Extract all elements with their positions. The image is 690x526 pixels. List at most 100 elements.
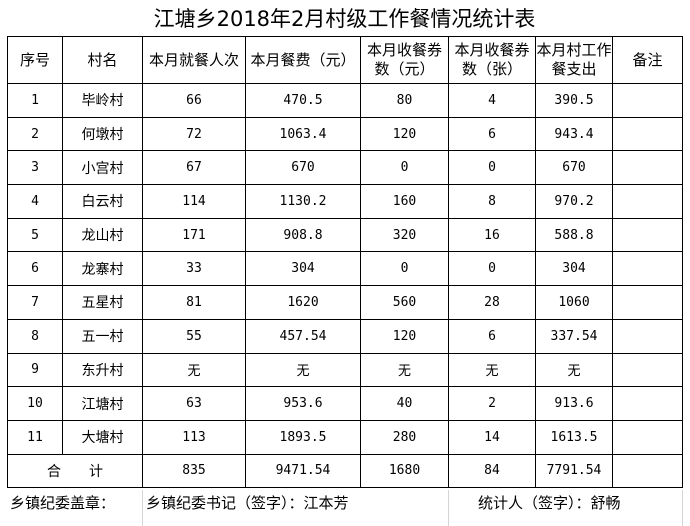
gridline	[448, 490, 449, 526]
table-cell: 320	[360, 217, 449, 253]
table-cell: 0	[448, 251, 536, 287]
table-cell	[612, 116, 683, 152]
table-cell: 114	[142, 184, 246, 219]
table-cell: 304	[535, 251, 613, 287]
table-cell: 4	[448, 83, 536, 118]
table-cell: 6	[7, 251, 63, 287]
table-cell: 970.2	[535, 184, 613, 219]
table-cell: 江塘村	[62, 386, 143, 421]
column-header: 备注	[612, 36, 683, 84]
total-row: 合 计 835 9471.54 1680 84 7791.54	[7, 453, 683, 489]
table-cell: 1893.5	[245, 419, 361, 455]
table-cell: 大塘村	[62, 419, 143, 455]
table-cell: 2	[7, 116, 63, 152]
total-cell: 835	[142, 453, 246, 489]
table-row: 2 何墩村 72 1063.4 120 6 943.4	[7, 116, 683, 152]
page-title: 江塘乡2018年2月村级工作餐情况统计表	[153, 7, 536, 31]
table-cell: 16	[448, 217, 536, 253]
table-cell	[612, 217, 683, 253]
table-cell: 14	[448, 419, 536, 455]
column-header: 村名	[62, 36, 143, 84]
table-cell: 无	[245, 352, 361, 388]
table-cell: 2	[448, 386, 536, 421]
column-header: 本月就餐人次	[142, 36, 246, 84]
table-row: 3 小宫村 67 670 0 0 670	[7, 150, 683, 186]
gridline	[682, 490, 683, 526]
table-cell: 1130.2	[245, 184, 361, 219]
column-header: 本月收餐券数（元）	[360, 36, 449, 84]
table-cell: 337.54	[535, 318, 613, 354]
gridline	[142, 490, 143, 526]
table-cell: 无	[142, 352, 246, 388]
column-header: 本月餐费（元）	[245, 36, 361, 84]
table-cell	[612, 184, 683, 219]
table-cell: 9	[7, 352, 63, 388]
seal-label: 乡镇纪委盖章：	[10, 494, 116, 512]
table-cell: 小宫村	[62, 150, 143, 186]
table-cell: 1620	[245, 285, 361, 320]
table-cell: 1613.5	[535, 419, 613, 455]
table-row: 7 五星村 81 1620 560 28 1060	[7, 285, 683, 320]
table-cell	[612, 318, 683, 354]
table-cell: 66	[142, 83, 246, 118]
total-label: 合 计	[7, 453, 143, 489]
stats-table: 序号 村名 本月就餐人次 本月餐费（元） 本月收餐券数（元） 本月收餐券数（张）…	[7, 36, 683, 489]
column-header: 序号	[7, 36, 63, 84]
table-cell: 无	[360, 352, 449, 388]
table-cell: 171	[142, 217, 246, 253]
table-cell: 五一村	[62, 318, 143, 354]
table-cell: 8	[448, 184, 536, 219]
table-cell	[612, 352, 683, 388]
table-cell	[612, 386, 683, 421]
table-cell: 五星村	[62, 285, 143, 320]
table-row: 1 毕岭村 66 470.5 80 4 390.5	[7, 83, 683, 118]
table-cell: 120	[360, 318, 449, 354]
table-cell: 913.6	[535, 386, 613, 421]
table-cell: 63	[142, 386, 246, 421]
table-cell: 0	[448, 150, 536, 186]
table-cell: 龙寨村	[62, 251, 143, 287]
total-cell: 9471.54	[245, 453, 361, 489]
table-cell: 10	[7, 386, 63, 421]
table-row: 6 龙寨村 33 304 0 0 304	[7, 251, 683, 287]
table-cell: 113	[142, 419, 246, 455]
table-cell: 白云村	[62, 184, 143, 219]
statistician-signature: 统计人（签字）：舒畅	[478, 494, 621, 512]
table-cell: 560	[360, 285, 449, 320]
table-cell: 80	[360, 83, 449, 118]
table-row: 11 大塘村 113 1893.5 280 14 1613.5	[7, 419, 683, 455]
table-cell: 5	[7, 217, 63, 253]
table-cell: 670	[245, 150, 361, 186]
total-cell	[612, 453, 683, 489]
header-row: 序号 村名 本月就餐人次 本月餐费（元） 本月收餐券数（元） 本月收餐券数（张）…	[7, 36, 683, 84]
table-cell: 81	[142, 285, 246, 320]
table-cell: 无	[535, 352, 613, 388]
table-cell: 无	[448, 352, 536, 388]
table-cell	[612, 251, 683, 287]
table-cell: 67	[142, 150, 246, 186]
table-cell	[612, 83, 683, 118]
table-cell: 6	[448, 116, 536, 152]
table-cell: 3	[7, 150, 63, 186]
table-cell: 953.6	[245, 386, 361, 421]
table-cell: 东升村	[62, 352, 143, 388]
column-header: 本月村工作餐支出	[535, 36, 613, 84]
table-row: 5 龙山村 171 908.8 320 16 588.8	[7, 217, 683, 253]
table-row: 8 五一村 55 457.54 120 6 337.54	[7, 318, 683, 354]
secretary-signature: 乡镇纪委书记（签字）：江本芳	[146, 494, 349, 512]
table-cell: 7	[7, 285, 63, 320]
table-cell	[612, 419, 683, 455]
table-cell: 40	[360, 386, 449, 421]
table-cell: 龙山村	[62, 217, 143, 253]
table-cell: 何墩村	[62, 116, 143, 152]
total-cell: 84	[448, 453, 536, 489]
table-cell: 72	[142, 116, 246, 152]
table-cell: 304	[245, 251, 361, 287]
table-row: 10 江塘村 63 953.6 40 2 913.6	[7, 386, 683, 421]
table-cell: 457.54	[245, 318, 361, 354]
table-cell: 670	[535, 150, 613, 186]
total-cell: 1680	[360, 453, 449, 489]
table-cell: 470.5	[245, 83, 361, 118]
table-cell: 390.5	[535, 83, 613, 118]
table-cell: 11	[7, 419, 63, 455]
